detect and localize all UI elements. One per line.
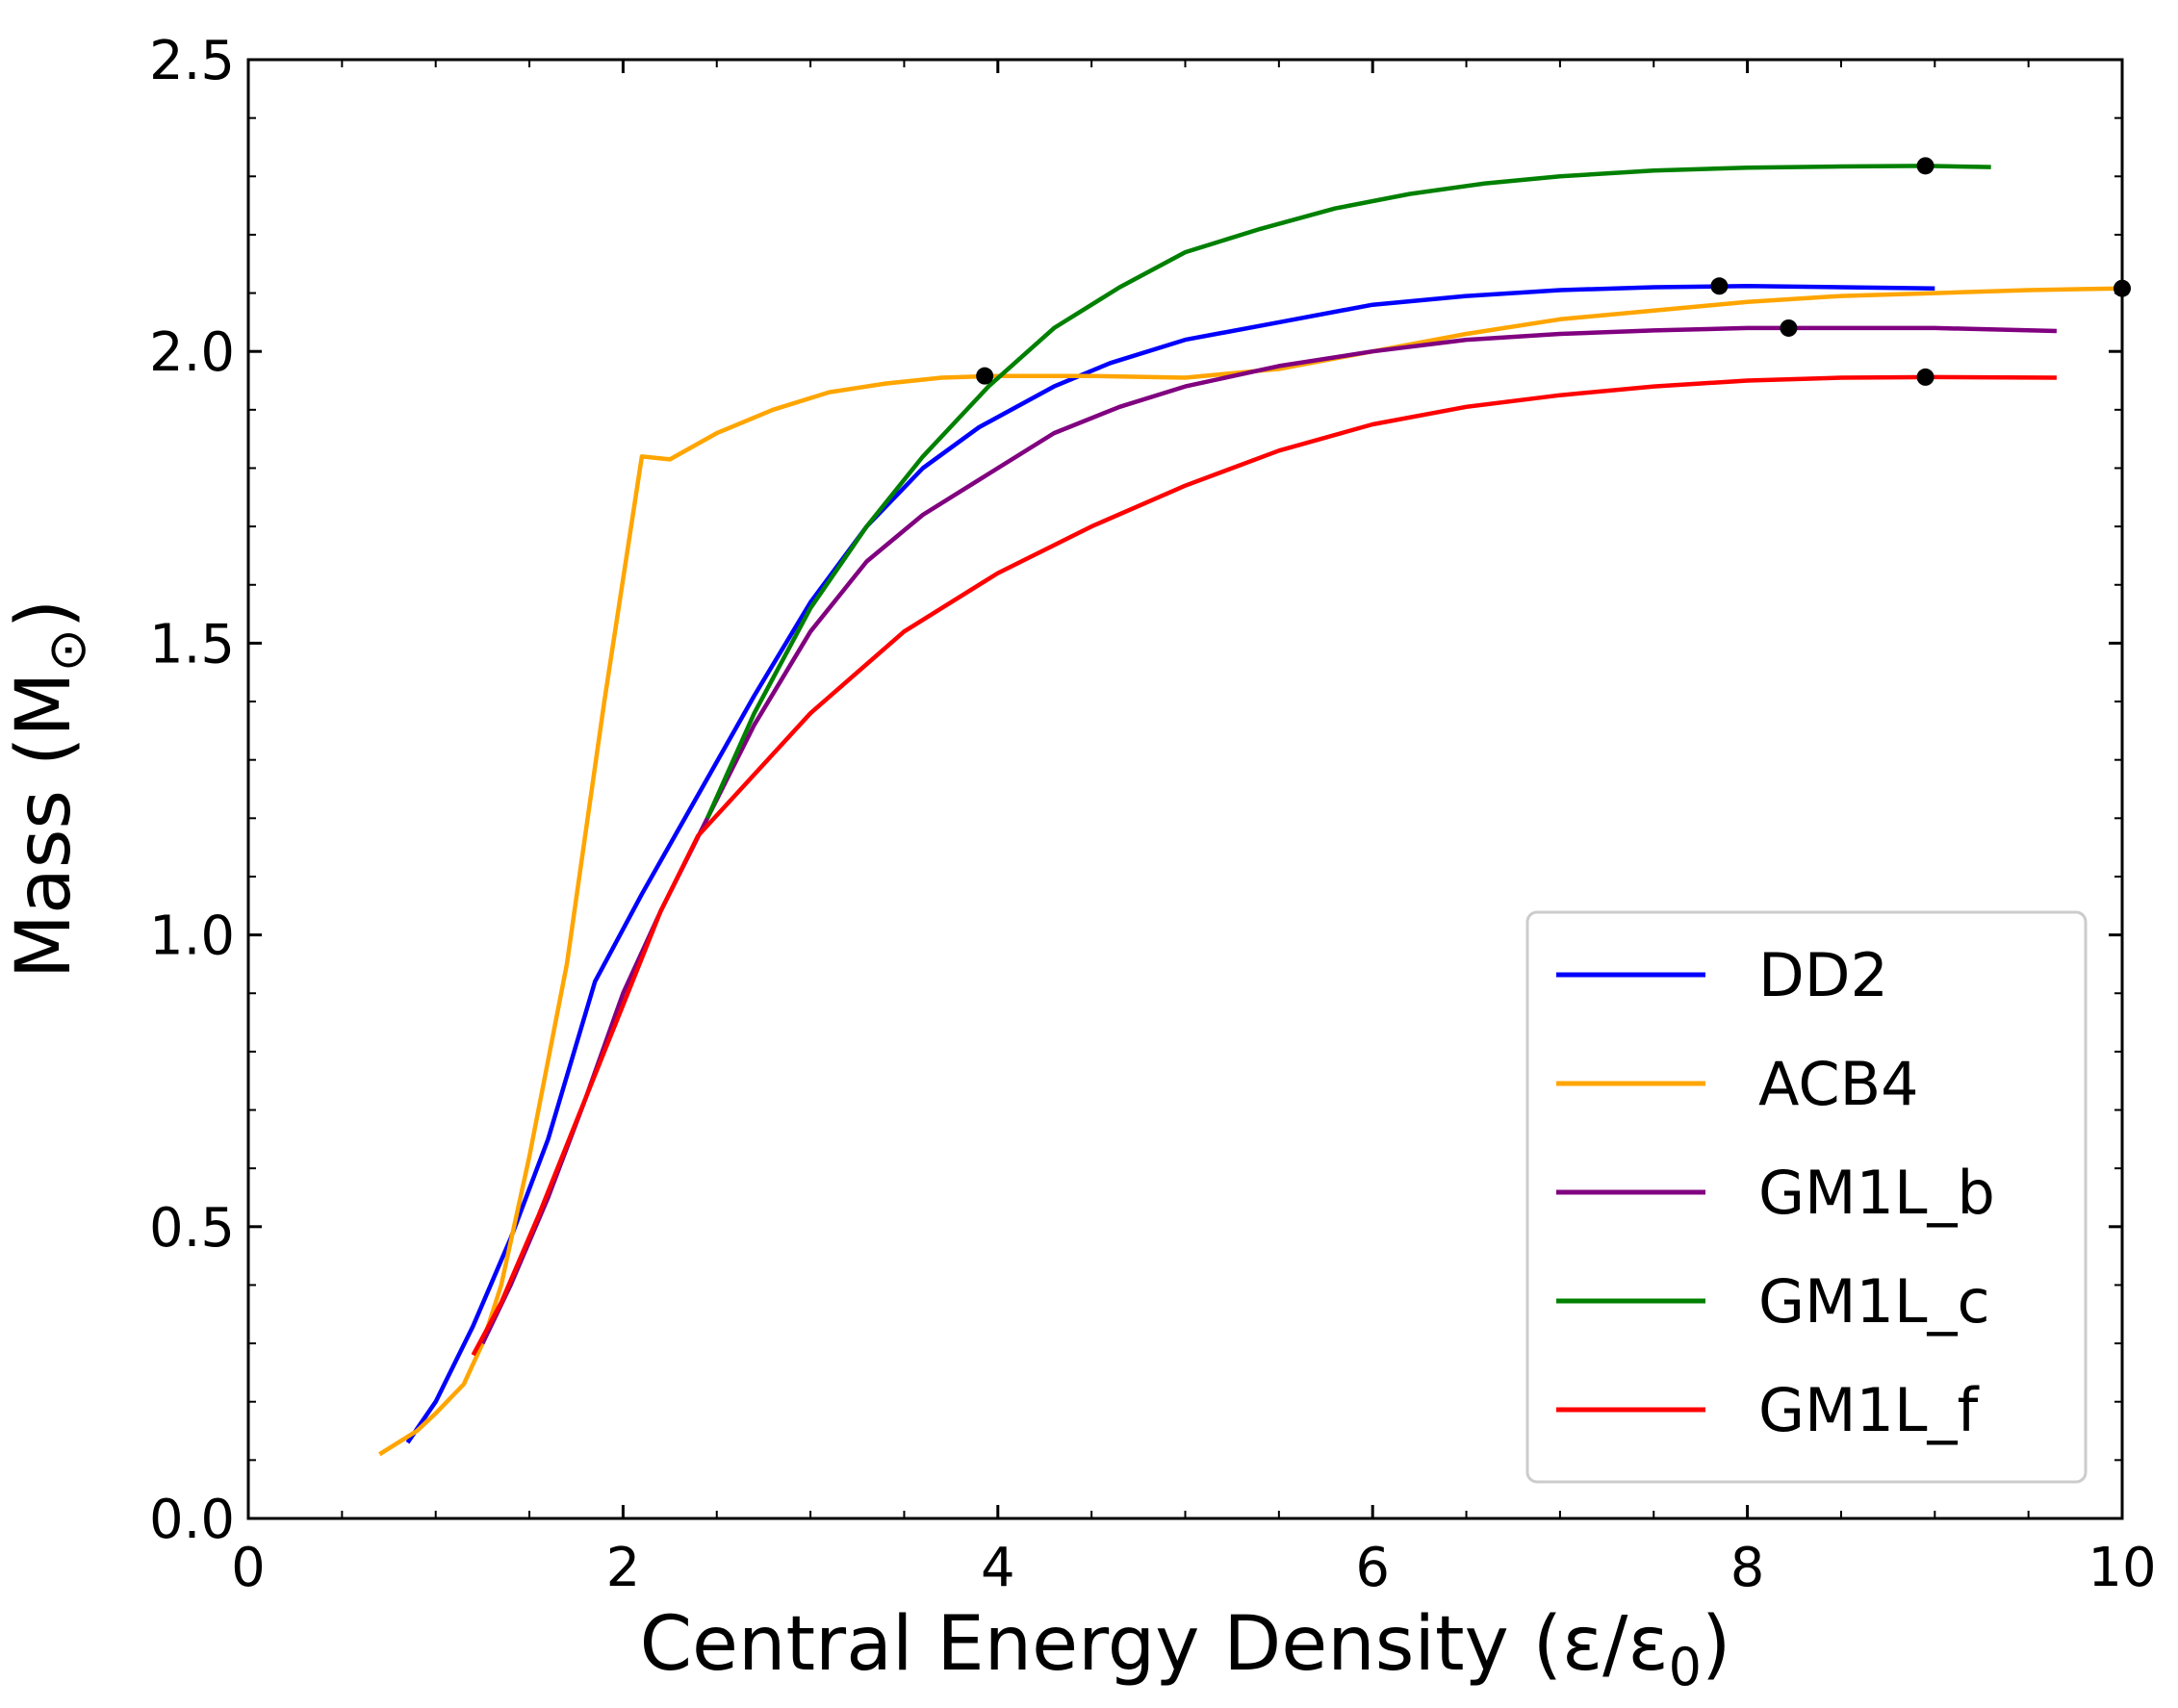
x-axis-title: Central Energy Density (ε/ε0) [640,1601,1731,1697]
series-line-gm1l-f [471,374,2057,1357]
y-tick-label: 0.5 [149,1197,235,1260]
x-tick-label: 0 [231,1537,266,1599]
y-tick-label: 1.0 [149,905,235,968]
y-tick-label: 1.5 [149,613,235,676]
series-line-gm1l-b [480,325,2057,1345]
series-line-gm1l-c [705,164,1991,820]
legend-label-acb4: ACB4 [1758,1049,1919,1119]
y-tick-label: 2.5 [149,30,235,92]
x-tick-label: 8 [1730,1537,1765,1599]
x-axis-title-sub: 0 [1669,1637,1702,1697]
legend-box [1525,910,2088,1484]
legend-label-gm1l-c: GM1L_c [1758,1266,1990,1337]
legend-label-gm1l-b: GM1L_b [1758,1158,1995,1228]
axis-ticks: 0 2 4 6 8 10 0.0 0.5 1.0 1.5 2.0 2.5 [149,30,2157,1599]
max-mass-point-gm1l-c [1916,157,1935,175]
legend-label-gm1l-f: GM1L_f [1758,1375,1981,1445]
plot-frame [246,58,2124,1520]
x-axis-title-close: ) [1702,1601,1730,1688]
series-line-dd2 [405,284,1935,1444]
series-line-acb4 [378,286,2123,1457]
x-tick-label: 6 [1355,1537,1390,1599]
max-mass-point-gm1l-b [1780,319,1798,337]
y-tick-label: 2.0 [149,321,235,384]
legend-label-dd2: DD2 [1758,940,1888,1010]
y-axis-title-main: Mass (M [1,672,88,979]
legend: DD2 ACB4 GM1L_b GM1L_c GM1L_f [1525,910,2088,1484]
y-axis-title-sub: ⊙ [37,628,97,672]
max-mass-point-dd2 [1710,277,1729,295]
y-tick-label: 0.0 [149,1489,235,1551]
max-mass-point-gm1l-f [1916,368,1935,386]
y-axis-title-close: ) [1,599,88,628]
max-mass-point-acb4 [976,367,994,385]
x-tick-label: 2 [606,1537,641,1599]
x-axis-title-main: Central Energy Density (ε/ε [640,1601,1669,1688]
y-axis-title: Mass (M⊙) [1,599,97,980]
x-tick-label: 4 [981,1537,1015,1599]
x-tick-label: 10 [2088,1537,2156,1599]
